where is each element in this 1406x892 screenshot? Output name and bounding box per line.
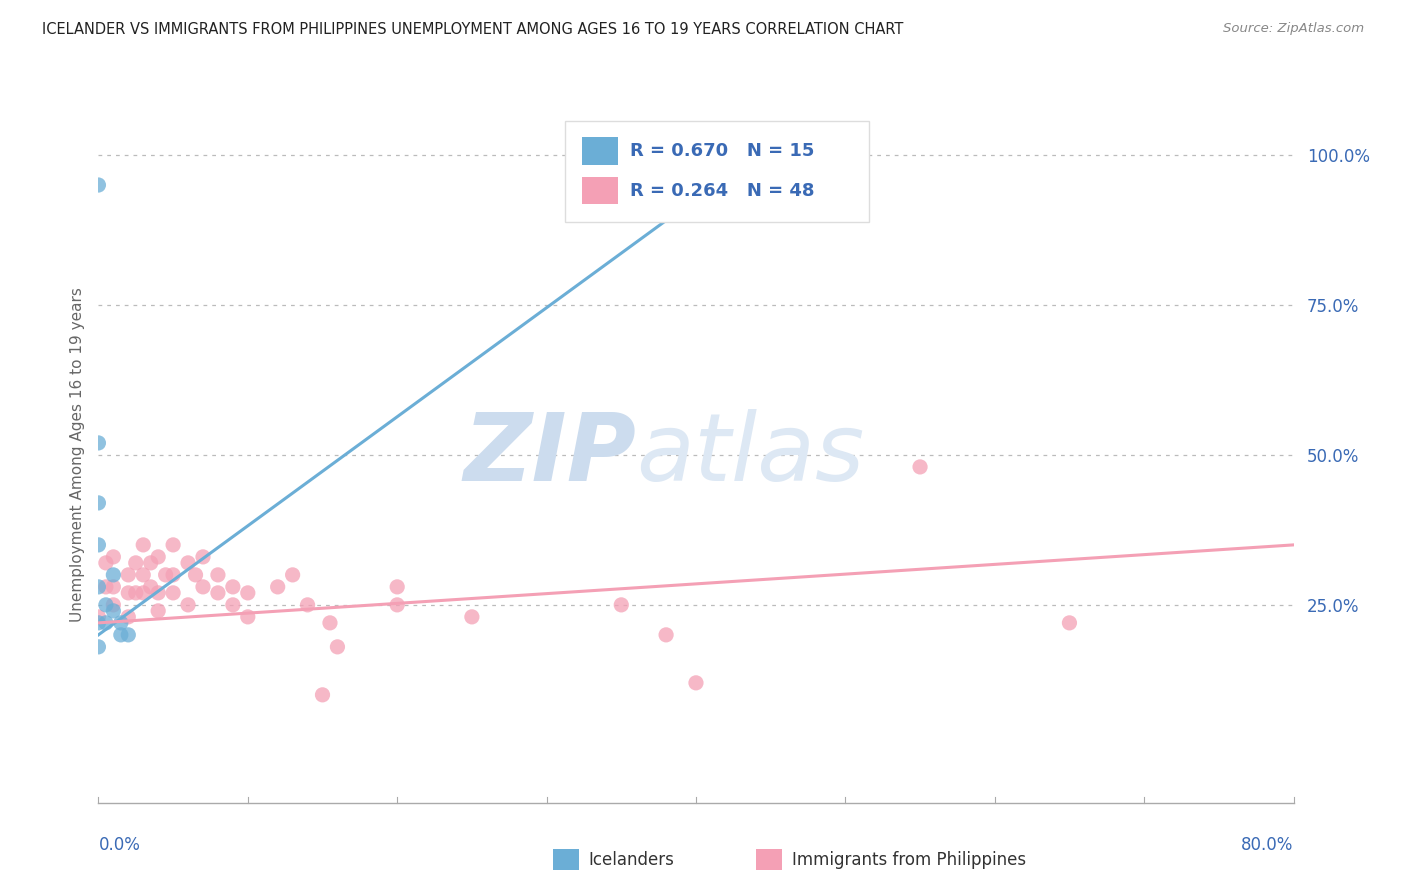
Point <box>110 615 132 630</box>
Text: Immigrants from Philippines: Immigrants from Philippines <box>792 851 1026 869</box>
Point <box>207 567 229 582</box>
Point <box>297 598 319 612</box>
Point <box>148 586 170 600</box>
Point <box>103 567 125 582</box>
Point <box>177 598 200 612</box>
FancyBboxPatch shape <box>582 177 619 204</box>
FancyBboxPatch shape <box>565 121 869 222</box>
Point <box>103 598 125 612</box>
Text: ICELANDER VS IMMIGRANTS FROM PHILIPPINES UNEMPLOYMENT AMONG AGES 16 TO 19 YEARS : ICELANDER VS IMMIGRANTS FROM PHILIPPINES… <box>42 22 904 37</box>
FancyBboxPatch shape <box>553 849 579 871</box>
Point <box>311 688 333 702</box>
Point <box>125 586 148 600</box>
Point <box>87 436 110 450</box>
FancyBboxPatch shape <box>582 137 619 165</box>
Point <box>132 567 155 582</box>
Point <box>87 496 110 510</box>
Point <box>87 640 110 654</box>
Point <box>155 567 177 582</box>
Point <box>191 580 214 594</box>
Point <box>117 610 139 624</box>
Point <box>655 628 678 642</box>
Point <box>148 604 170 618</box>
Point <box>162 567 184 582</box>
Point <box>236 610 259 624</box>
Point <box>87 610 110 624</box>
Point <box>610 598 633 612</box>
Point <box>207 586 229 600</box>
Point <box>148 549 170 564</box>
Point <box>117 586 139 600</box>
Point <box>103 604 125 618</box>
Text: Icelanders: Icelanders <box>589 851 675 869</box>
Text: 0.0%: 0.0% <box>98 836 141 854</box>
Point <box>191 549 214 564</box>
Point <box>184 567 207 582</box>
Point <box>94 556 117 570</box>
Point <box>94 598 117 612</box>
Point <box>132 538 155 552</box>
Point <box>267 580 290 594</box>
Point <box>908 459 931 474</box>
Point <box>94 615 117 630</box>
Point <box>385 598 409 612</box>
Text: R = 0.264   N = 48: R = 0.264 N = 48 <box>630 182 814 200</box>
Point <box>117 628 139 642</box>
Text: Source: ZipAtlas.com: Source: ZipAtlas.com <box>1223 22 1364 36</box>
Point <box>177 556 200 570</box>
Point <box>94 580 117 594</box>
Point <box>461 610 484 624</box>
Text: R = 0.670   N = 15: R = 0.670 N = 15 <box>630 142 814 160</box>
Point <box>745 148 768 162</box>
Point <box>1059 615 1081 630</box>
Point <box>87 538 110 552</box>
Point <box>326 640 349 654</box>
Point <box>87 178 110 192</box>
Point <box>162 538 184 552</box>
Point <box>162 586 184 600</box>
Point <box>139 580 162 594</box>
Point <box>685 676 707 690</box>
Point <box>236 586 259 600</box>
Point <box>385 580 409 594</box>
Point <box>117 567 139 582</box>
Point <box>87 580 110 594</box>
Point <box>103 549 125 564</box>
Point <box>132 586 155 600</box>
Y-axis label: Unemployment Among Ages 16 to 19 years: Unemployment Among Ages 16 to 19 years <box>69 287 84 623</box>
Point <box>139 556 162 570</box>
Point <box>125 556 148 570</box>
Text: ZIP: ZIP <box>464 409 636 501</box>
Point <box>281 567 304 582</box>
Text: 80.0%: 80.0% <box>1241 836 1294 854</box>
FancyBboxPatch shape <box>756 849 782 871</box>
Point <box>222 598 245 612</box>
Point <box>103 580 125 594</box>
Text: atlas: atlas <box>636 409 865 500</box>
Point <box>110 628 132 642</box>
Point <box>87 615 110 630</box>
Point <box>319 615 342 630</box>
Point <box>222 580 245 594</box>
